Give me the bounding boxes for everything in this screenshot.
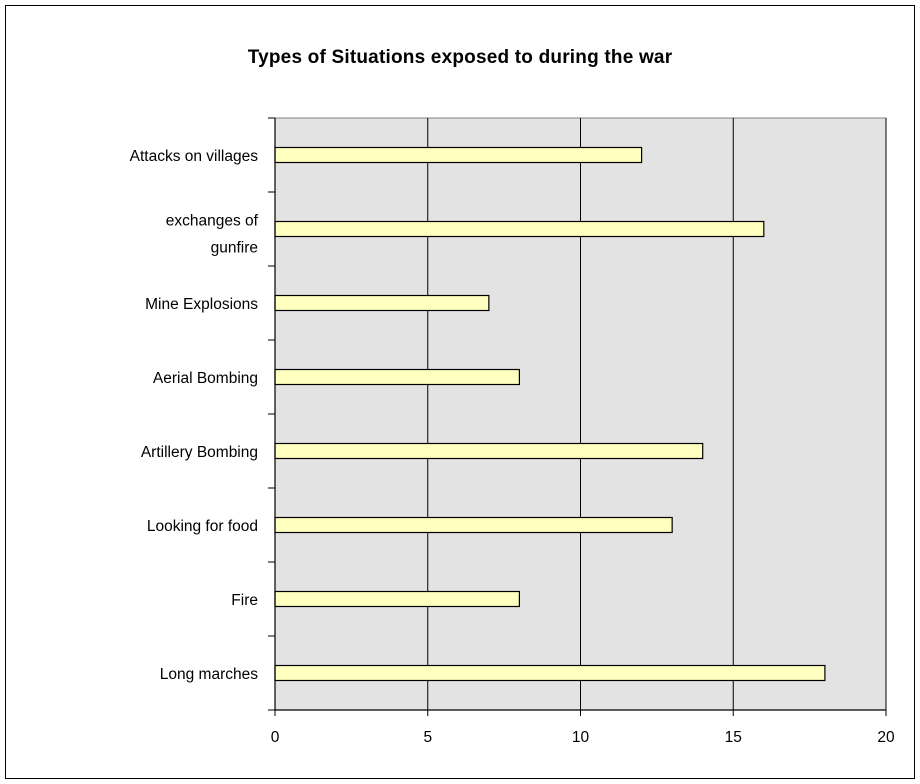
- bars: [274, 146, 826, 682]
- gridlines: [427, 118, 887, 710]
- bar: [274, 442, 704, 460]
- category-label: Artillery Bombing: [141, 444, 258, 461]
- bar: [274, 516, 673, 534]
- bar: [274, 664, 826, 682]
- x-tick-label: 10: [572, 729, 590, 746]
- category-label: Looking for food: [147, 518, 258, 535]
- category-label: Fire: [231, 592, 258, 609]
- x-tick-label: 20: [877, 729, 895, 746]
- chart-title: Types of Situations exposed to during th…: [247, 47, 673, 68]
- bar: [274, 590, 520, 608]
- bar: [274, 368, 520, 386]
- bar: [274, 294, 490, 312]
- category-label: Attacks on villages: [130, 148, 259, 165]
- bar: [274, 220, 765, 238]
- category-label: exchanges of: [166, 213, 259, 230]
- category-label: Long marches: [160, 666, 258, 683]
- x-axis: 0 5 10 15 20: [271, 709, 895, 746]
- x-tick-label: 5: [423, 729, 432, 746]
- bar: [274, 146, 643, 164]
- x-tick-label: 15: [725, 729, 742, 746]
- category-label: Aerial Bombing: [153, 370, 258, 387]
- category-label: Mine Explosions: [145, 296, 258, 313]
- y-axis: Attacks on villages exchanges of gunfire Mi…: [130, 117, 276, 711]
- x-tick-label: 0: [271, 729, 280, 746]
- category-label: gunfire: [211, 240, 258, 257]
